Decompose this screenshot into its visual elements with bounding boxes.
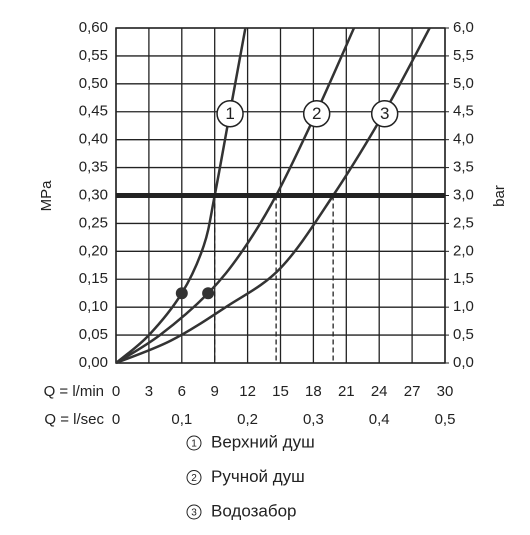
- y-tick-label: 0,45: [79, 103, 108, 120]
- y-tick-label: 0,60: [79, 19, 108, 36]
- x2-tick-label: 0,5: [435, 411, 456, 428]
- y-tick-label: 0,25: [79, 214, 108, 231]
- legend-label: Водозабор: [211, 501, 297, 520]
- x-tick-label: 0: [112, 383, 120, 400]
- y2-tick-label: 3,5: [453, 159, 474, 176]
- y2-tick-label: 0,5: [453, 326, 474, 343]
- y-tick-label: 0,20: [79, 242, 108, 259]
- curve-label: 2: [312, 104, 321, 123]
- y-tick-label: 0,40: [79, 131, 108, 148]
- x-tick-label: 21: [338, 383, 355, 400]
- legend-badge-label: 2: [191, 473, 197, 484]
- legend-badge: [186, 504, 202, 520]
- y-tick-label: 0,35: [79, 159, 108, 176]
- y-tick-label: 0,30: [79, 186, 108, 203]
- x2-tick-label: 0,1: [171, 411, 192, 428]
- x2-tick-label: 0: [112, 411, 120, 428]
- y2-tick-label: 0,0: [453, 354, 474, 371]
- x-tick-label: 12: [239, 383, 256, 400]
- x-tick-label: 9: [211, 383, 219, 400]
- y2-tick-label: 5,5: [453, 47, 474, 64]
- curve-label: 3: [380, 104, 389, 123]
- y2-tick-label: 6,0: [453, 19, 474, 36]
- x-tick-label: 6: [178, 383, 186, 400]
- y2-tick-label: 3,0: [453, 186, 474, 203]
- legend-badge-label: 3: [191, 508, 197, 519]
- x-tick-label: 15: [272, 383, 289, 400]
- point: [202, 287, 215, 300]
- legend-badge: [186, 470, 202, 485]
- curve-badge: [216, 100, 244, 128]
- y-axis-label: MPa: [38, 180, 55, 212]
- y2-tick-label: 2,0: [453, 242, 474, 259]
- y-tick-label: 0,15: [79, 270, 108, 287]
- x-tick-label: 18: [305, 383, 322, 400]
- y2-axis-label: bar: [491, 185, 508, 207]
- curve-label: 1: [225, 104, 234, 123]
- legend-badge: [186, 435, 202, 451]
- legend-badge-label: 1: [191, 439, 197, 450]
- x-tick-label: 30: [437, 383, 454, 400]
- x2-tick-label: 0,2: [237, 411, 258, 428]
- point: [175, 287, 188, 300]
- x-tick-label: 24: [371, 383, 388, 400]
- y-tick-label: 0,00: [79, 354, 108, 371]
- x2-tick-label: 0,4: [369, 411, 390, 428]
- y-tick-label: 0,10: [79, 298, 108, 315]
- curve-badge: [302, 100, 331, 128]
- curve-badge: [370, 100, 399, 128]
- legend-label: Ручной душ: [211, 467, 305, 486]
- y2-tick-label: 4,5: [453, 103, 474, 120]
- y2-tick-label: 5,0: [453, 75, 474, 92]
- y2-tick-label: 2,5: [453, 214, 474, 231]
- y-tick-label: 0,55: [79, 47, 108, 64]
- y2-tick-label: 1,0: [453, 298, 474, 315]
- y2-tick-label: 4,0: [453, 131, 474, 148]
- x2-axis-label: Q = l/sec: [44, 411, 104, 428]
- y2-tick-label: 1,5: [453, 270, 474, 287]
- y-tick-label: 0,05: [79, 326, 108, 343]
- x2-tick-label: 0,3: [303, 411, 324, 428]
- x-tick-label: 3: [145, 383, 153, 400]
- x-tick-label: 27: [404, 383, 421, 400]
- legend-label: Верхний душ: [211, 432, 315, 451]
- x-axis-label: Q = l/min: [44, 383, 104, 400]
- y-tick-label: 0,50: [79, 75, 108, 92]
